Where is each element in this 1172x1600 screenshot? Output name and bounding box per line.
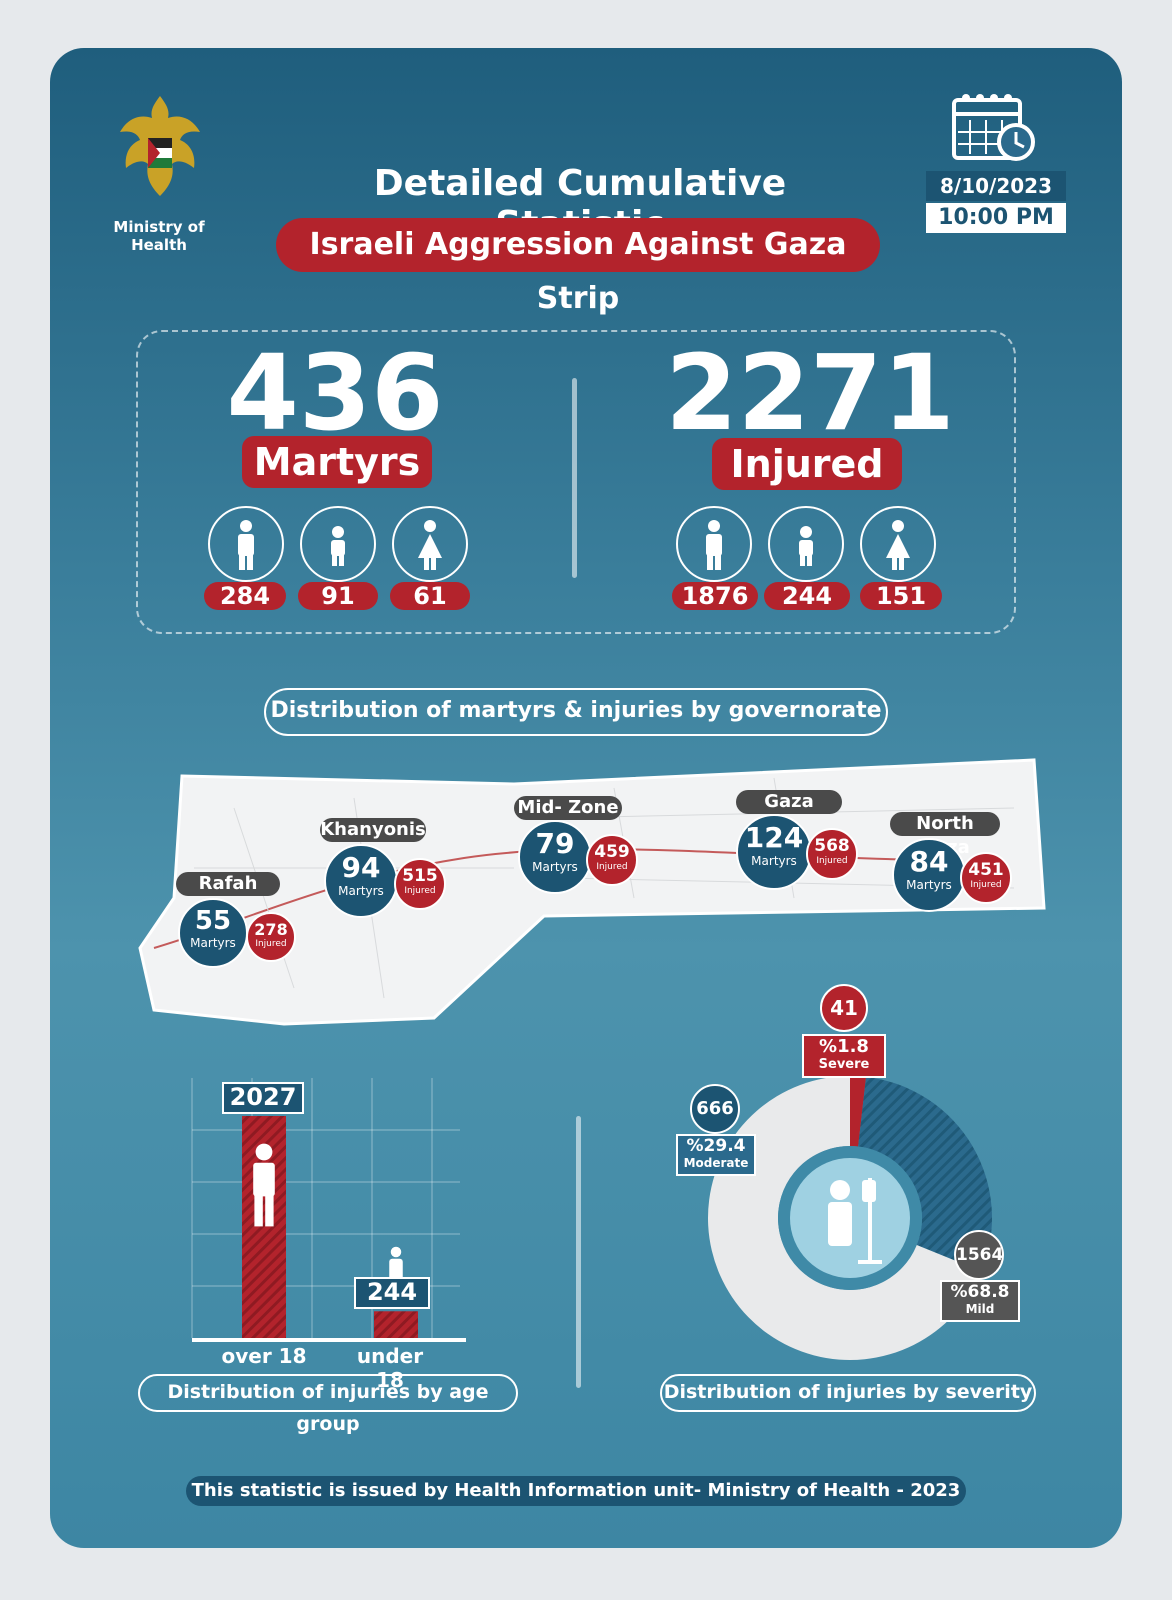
severe-label: Severe <box>818 1057 870 1072</box>
governorate-injured: 451 Injured <box>960 852 1012 904</box>
severity-chart-title: Distribution of injuries by severity <box>660 1374 1036 1412</box>
governorate-injured: 515 Injured <box>394 858 446 910</box>
governorate-martyrs-value: 79 <box>535 827 575 860</box>
age-bar-chart <box>191 1078 466 1342</box>
governorate-injured: 278 Injured <box>246 912 296 962</box>
governorate-martyrs-value: 55 <box>194 906 232 936</box>
slice-severe <box>850 1076 867 1147</box>
governorate-injured-value: 515 <box>402 866 438 886</box>
eagle-emblem-icon <box>120 96 200 196</box>
mild-percent: %68.8 <box>950 1282 1010 1302</box>
child-icon <box>300 506 376 582</box>
totals-divider <box>572 378 577 578</box>
governorate-martyrs-word: Martyrs <box>338 884 384 898</box>
governorate-injured-word: Injured <box>970 880 1002 890</box>
severe-tag: %1.8 Severe <box>802 1034 886 1078</box>
mild-label: Mild <box>965 1302 995 1316</box>
injured-total: 2271 <box>665 332 955 454</box>
injured-children: 244 <box>764 582 850 610</box>
governorate-injured: 459 Injured <box>586 834 638 886</box>
time-label: 10:00 PM <box>926 203 1066 233</box>
governorate-martyrs-value: 124 <box>744 821 804 854</box>
bar-category-label: under 18 <box>356 1344 424 1392</box>
ministry-label: Ministry of Health <box>113 218 205 254</box>
bar-under-18 <box>374 1311 418 1338</box>
injured-women: 151 <box>860 582 942 610</box>
governorate-martyrs: 124 Martyrs <box>736 814 812 890</box>
governorate-injured-word: Injured <box>596 862 628 872</box>
governorate-label: North Gaza <box>890 812 1000 858</box>
adult-icon <box>253 1143 275 1227</box>
governorate-section-title: Distribution of martyrs & injuries by go… <box>264 688 888 736</box>
woman-icon <box>392 506 468 582</box>
governorate-martyrs-value: 84 <box>909 845 949 878</box>
moderate-tag: %29.4 Moderate <box>676 1134 756 1176</box>
moderate-percent: %29.4 <box>686 1136 746 1156</box>
governorate-label: Gaza <box>736 790 842 814</box>
governorate-injured-value: 459 <box>594 842 630 862</box>
child-icon <box>768 506 844 582</box>
martyrs-children: 91 <box>298 582 378 610</box>
governorate-martyrs-value: 94 <box>341 851 381 884</box>
slice-moderate <box>858 1076 992 1272</box>
age-chart-title: Distribution of injuries by age group <box>138 1374 518 1435</box>
governorate-martyrs: 94 Martyrs <box>324 844 398 918</box>
totals-box <box>136 330 1016 634</box>
bar-value-label: 2027 <box>222 1082 304 1114</box>
infographic-card: Ministry of Health Detailed Cumulative S… <box>50 48 1122 1548</box>
governorate-label: Rafah <box>176 872 280 896</box>
governorate-injured-value: 451 <box>968 860 1004 880</box>
calendar-clock-icon <box>952 94 1035 161</box>
governorate-martyrs-word: Martyrs <box>532 860 578 874</box>
governorate-injured: 568 Injured <box>806 828 858 880</box>
injured-label: Injured <box>712 438 902 490</box>
injured-men: 1876 <box>672 582 758 610</box>
severe-count: 41 <box>820 984 868 1032</box>
woman-icon <box>860 506 936 582</box>
slice-mild <box>708 1076 982 1360</box>
mild-count: 1564 <box>954 1230 1004 1280</box>
governorate-martyrs-word: Martyrs <box>906 878 952 892</box>
governorate-injured-word: Injured <box>255 939 287 949</box>
governorate-injured-value: 278 <box>254 920 288 939</box>
moderate-label: Moderate <box>683 1156 749 1170</box>
mild-tag: %68.8 Mild <box>940 1280 1020 1322</box>
governorate-injured-word: Injured <box>816 856 848 866</box>
footer-note: This statistic is issued by Health Infor… <box>186 1476 966 1506</box>
page-subtitle: Israeli Aggression Against Gaza Strip <box>276 218 880 316</box>
governorate-injured-word: Injured <box>404 886 436 896</box>
severity-donut-chart <box>708 1076 992 1360</box>
moderate-count: 666 <box>690 1084 740 1134</box>
governorate-martyrs: 79 Martyrs <box>518 820 592 894</box>
governorate-martyrs-word: Martyrs <box>190 936 236 950</box>
date-label: 8/10/2023 <box>926 171 1066 201</box>
martyrs-label: Martyrs <box>242 436 432 488</box>
governorate-martyrs: 84 Martyrs <box>892 838 966 912</box>
severe-percent: %1.8 <box>819 1036 869 1057</box>
bottom-divider <box>576 1116 581 1388</box>
martyrs-men: 284 <box>204 582 286 610</box>
martyrs-total: 436 <box>226 332 444 454</box>
man-icon <box>208 506 284 582</box>
bar-value-label: 244 <box>354 1277 430 1310</box>
governorate-label: Mid- Zone <box>514 796 622 820</box>
governorate-martyrs: 55 Martyrs <box>178 898 248 968</box>
governorate-martyrs-word: Martyrs <box>751 854 797 868</box>
patient-iv-icon <box>828 1178 882 1264</box>
man-icon <box>676 506 752 582</box>
martyrs-women: 61 <box>390 582 470 610</box>
governorate-injured-value: 568 <box>814 836 850 856</box>
bar-category-label: over 18 <box>221 1344 307 1368</box>
governorate-label: Khanyonis <box>320 818 426 842</box>
